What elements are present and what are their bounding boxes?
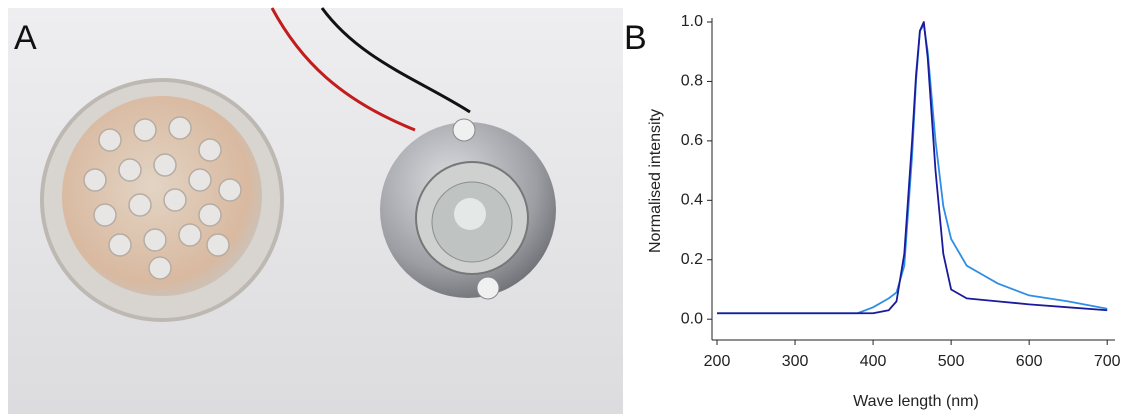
panel-label: B	[624, 19, 647, 57]
chart: B 0.0 0.2 0.4 0.6 0.8 1.0 200 300 400 500 600 700 Wav…	[624, 13, 1121, 410]
photo: A	[8, 7, 623, 414]
x-tick-label: 200	[704, 353, 731, 370]
x-tick-label: 600	[1016, 353, 1043, 370]
y-tick-label: 0.4	[681, 192, 703, 209]
x-axis-label: Wave length (nm)	[853, 393, 979, 410]
y-tick-label: 0.0	[681, 310, 703, 327]
panel-label: A	[14, 19, 37, 57]
y-axis-label: Normalised intensity	[647, 109, 664, 253]
y-tick-label: 0.8	[681, 73, 703, 90]
x-tick-label: 300	[782, 353, 809, 370]
series-line	[717, 24, 1108, 315]
series-line	[717, 21, 1108, 315]
x-tick-label: 500	[938, 353, 965, 370]
y-tick-label: 1.0	[681, 13, 703, 30]
x-tick-label: 400	[860, 353, 887, 370]
y-tick-label: 0.2	[681, 251, 703, 268]
x-tick-label: 700	[1094, 353, 1121, 370]
y-tick-label: 0.6	[681, 132, 703, 149]
